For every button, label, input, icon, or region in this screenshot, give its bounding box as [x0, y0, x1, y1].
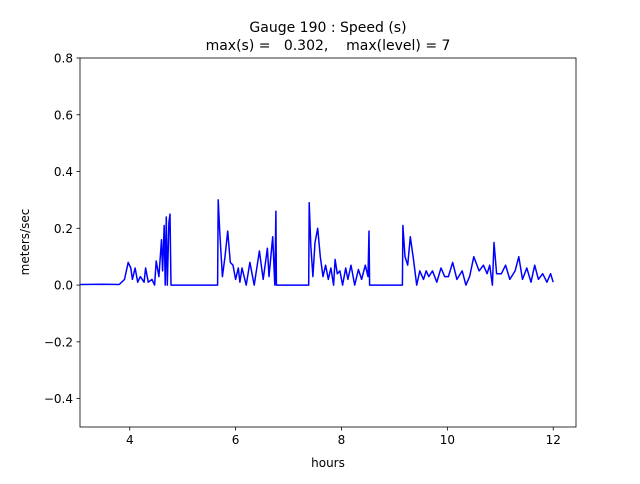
- x-axis-label: hours: [311, 456, 345, 470]
- y-tick-label: 0.4: [54, 165, 73, 179]
- chart-title: Gauge 190 : Speed (s): [249, 20, 406, 36]
- y-tick-label: 0.2: [54, 222, 73, 236]
- x-tick-label: 4: [126, 433, 134, 447]
- speed-series-line: [79, 199, 554, 286]
- x-tick-label: 6: [232, 433, 240, 447]
- y-axis-label: meters/sec: [18, 209, 32, 276]
- chart-subtitle: max(s) = 0.302, max(level) = 7: [206, 38, 451, 54]
- y-tick-label: 0.8: [54, 52, 73, 66]
- x-tick-label: 12: [546, 433, 561, 447]
- x-tick-label: 10: [440, 433, 455, 447]
- x-tick-label: 8: [338, 433, 346, 447]
- plot-area-frame: [79, 57, 577, 428]
- y-tick-label: −0.2: [44, 335, 73, 349]
- y-tick-label: 0.0: [54, 279, 73, 293]
- y-tick-label: 0.6: [54, 108, 73, 122]
- y-tick-label: −0.4: [44, 392, 73, 406]
